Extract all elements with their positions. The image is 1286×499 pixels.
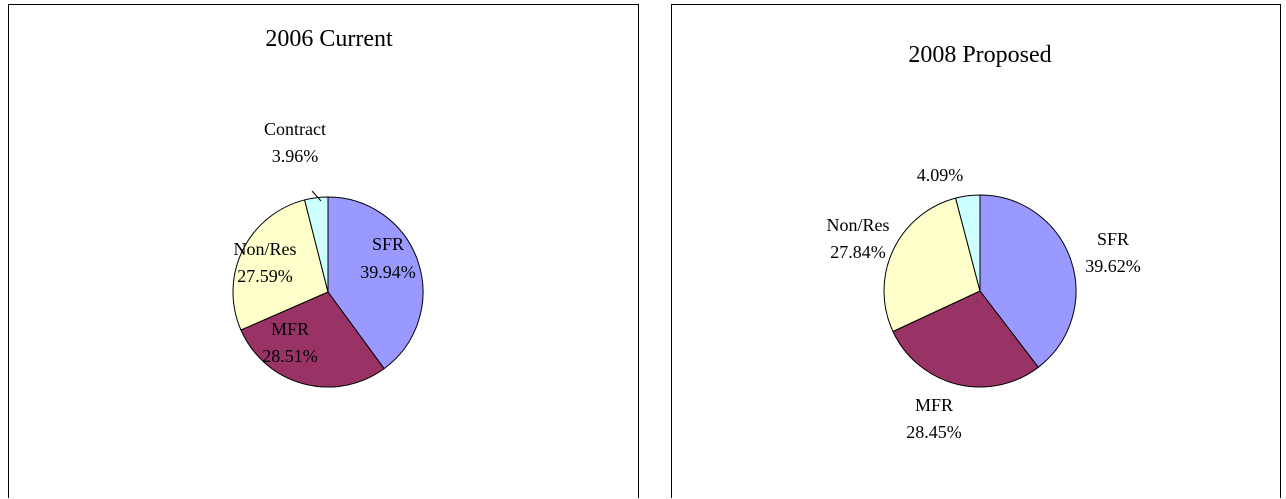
slice-percent-label: 3.96% <box>272 146 319 166</box>
slice-percent-label: 28.51% <box>262 346 318 366</box>
slice-label: MFR <box>915 395 953 415</box>
pie-slice-sfr <box>979 194 1077 369</box>
leader-line <box>311 190 322 202</box>
slice-percent-label: 39.62% <box>1085 256 1141 276</box>
pie-slice-mfr <box>240 291 385 388</box>
slice-percent-label: 39.94% <box>360 262 416 282</box>
slice-percent-label: 28.45% <box>906 422 962 442</box>
chart-title: 2008 Proposed <box>908 42 1051 68</box>
pie-slice-sfr <box>327 196 424 370</box>
pie-chart-2006: 2006 Current SFR 39.94% MFR 28.51% Non/Res 27… <box>232 26 424 388</box>
slice-label: SFR <box>372 234 404 254</box>
slice-percent-label: 27.84% <box>830 242 886 262</box>
slice-label: Contract <box>264 119 326 139</box>
pie-slice-contract <box>954 194 981 292</box>
pie-slice-non-res <box>883 197 981 333</box>
pie-chart-2008: 2008 Proposed SFR 39.62% MFR 28.45% Non/Res 2… <box>827 42 1141 442</box>
slice-label: MFR <box>271 319 309 339</box>
chart-panel-2008: 2008 Proposed SFR 39.62% MFR 28.45% Non/Res 2… <box>671 4 1281 498</box>
slice-percent-label: 27.59% <box>237 266 293 286</box>
slice-label: Non/Res <box>827 215 890 235</box>
pie-slice-contract <box>304 196 329 293</box>
slice-label: Non/Res <box>234 239 297 259</box>
slice-percent-label: 4.09% <box>917 165 964 185</box>
chart-title: 2006 Current <box>265 26 393 52</box>
slice-label: SFR <box>1097 229 1129 249</box>
pie-slice-non-res <box>232 199 329 331</box>
chart-panel-2006: 2006 Current SFR 39.94% MFR 28.51% Non/Res 27… <box>8 4 639 498</box>
